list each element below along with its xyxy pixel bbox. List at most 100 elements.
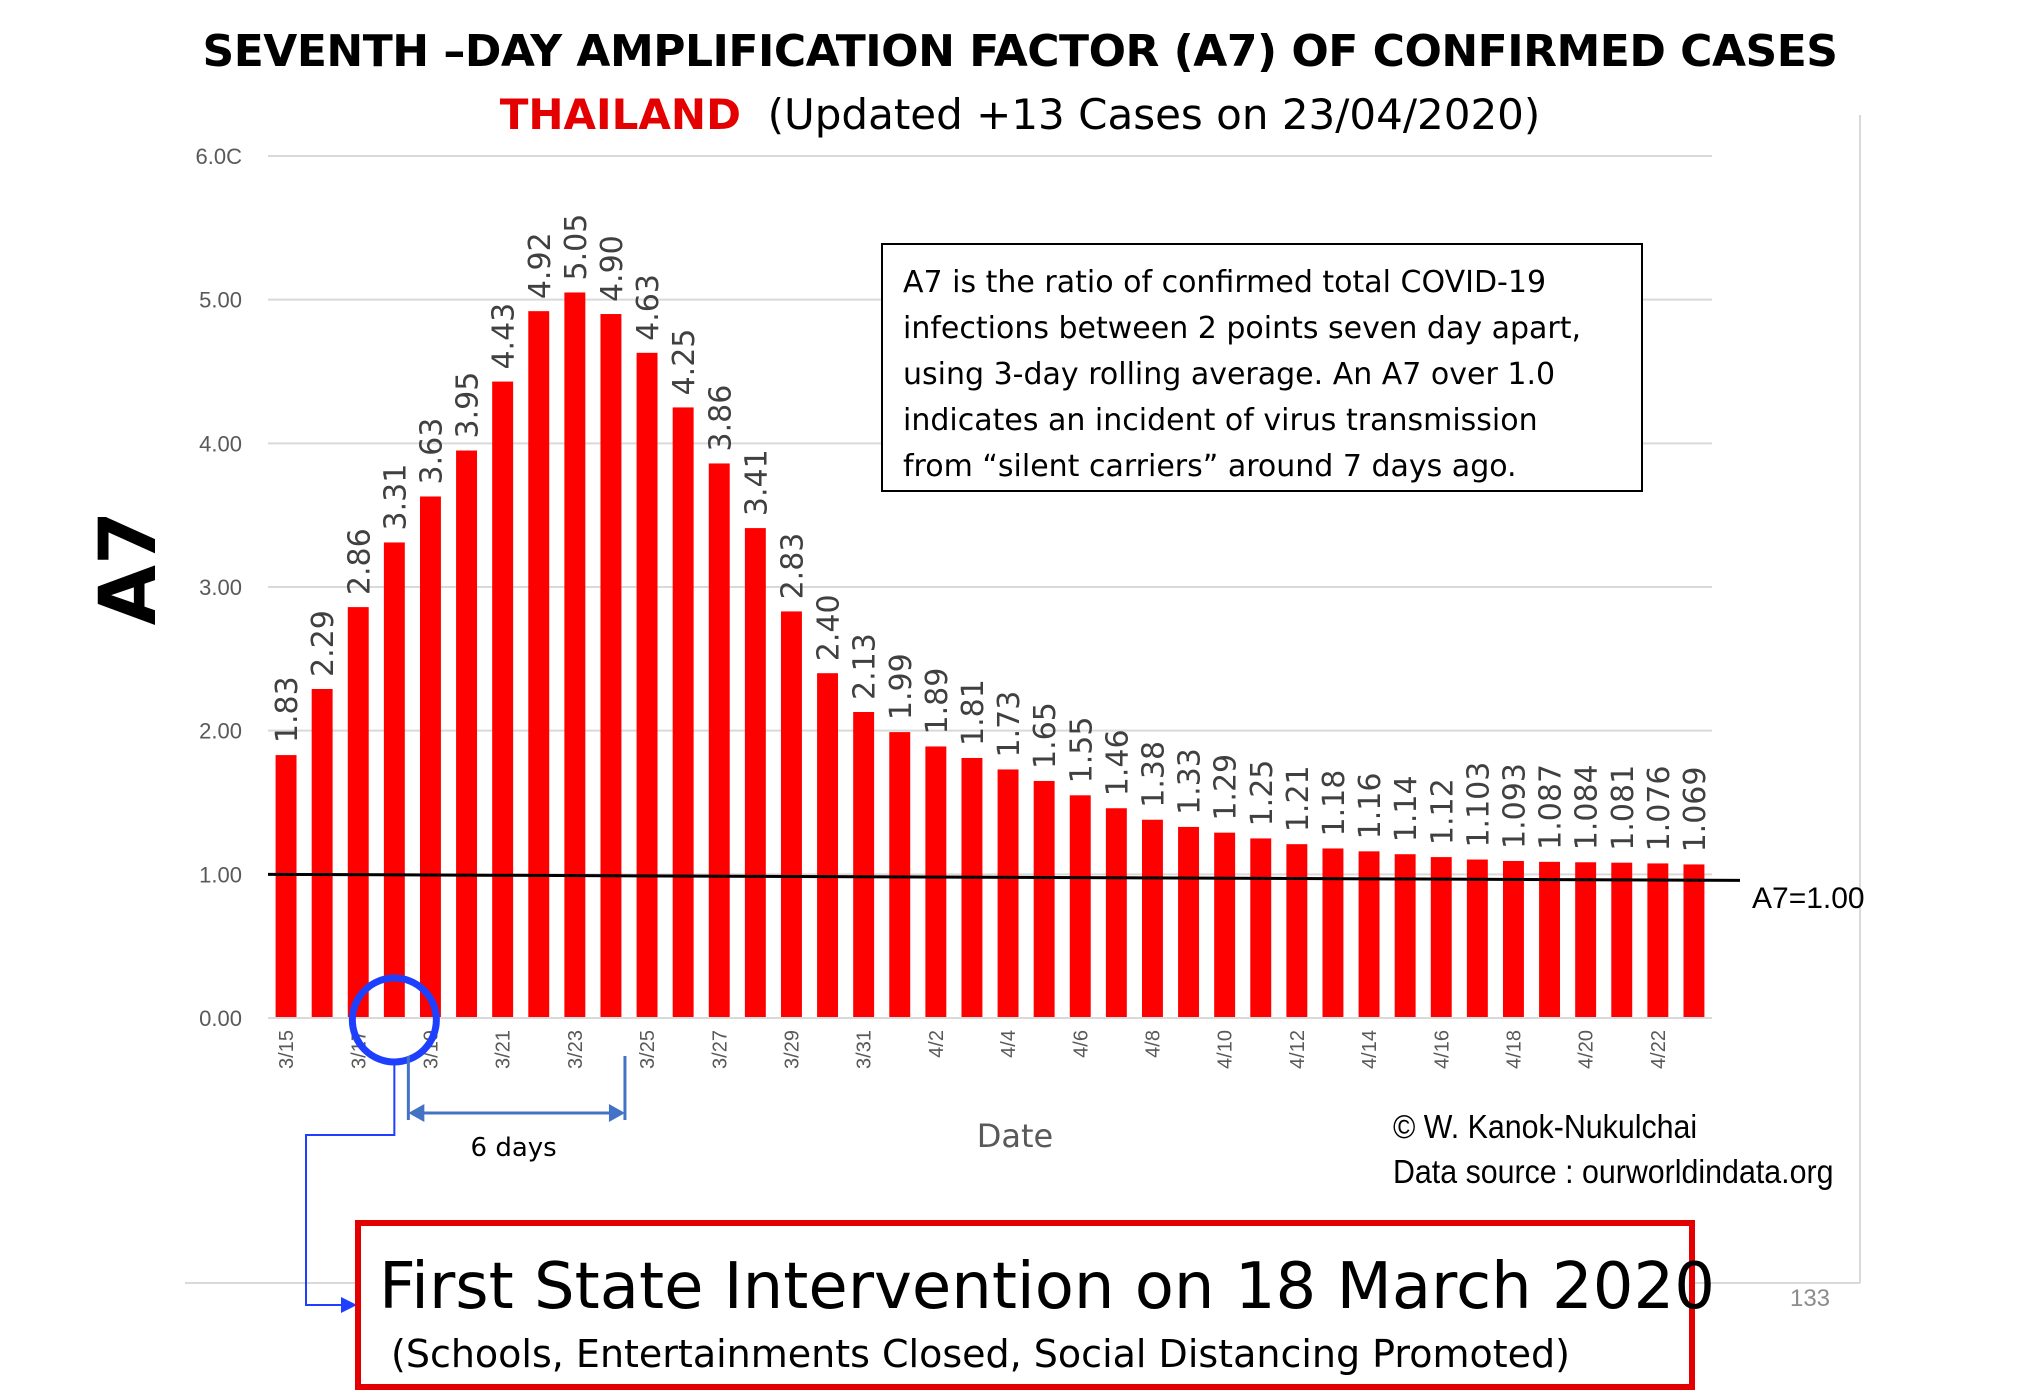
bar-4/8 bbox=[1141, 819, 1163, 1018]
x-tick-label: 3/31 bbox=[854, 1030, 876, 1069]
bar-value-label: 1.25 bbox=[1245, 760, 1280, 827]
x-tick-label: 3/25 bbox=[637, 1030, 659, 1069]
bar-3/22 bbox=[528, 311, 550, 1018]
bar-value-label: 3.41 bbox=[739, 449, 774, 516]
bar-4/13 bbox=[1322, 848, 1344, 1018]
bar-4/9 bbox=[1178, 826, 1200, 1018]
bar-4/19 bbox=[1539, 861, 1561, 1018]
bar-value-label: 1.103 bbox=[1461, 762, 1496, 848]
bar-value-label: 2.13 bbox=[848, 633, 883, 700]
bar-value-label: 3.86 bbox=[703, 385, 738, 452]
bar-4/2 bbox=[925, 746, 947, 1018]
x-axis-title: Date bbox=[977, 1117, 1053, 1155]
bar-4/20 bbox=[1575, 862, 1597, 1018]
intervention-title: First State Intervention on 18 March 202… bbox=[379, 1250, 1715, 1324]
bar-value-label: 1.076 bbox=[1642, 766, 1677, 852]
y-tick-label: 3.00 bbox=[199, 575, 242, 600]
bar-value-label: 1.33 bbox=[1173, 748, 1208, 815]
days-arrowhead-right bbox=[608, 1104, 625, 1122]
bar-3/16 bbox=[311, 689, 333, 1018]
bar-value-label: 1.83 bbox=[270, 676, 305, 743]
bar-value-label: 3.63 bbox=[414, 418, 449, 485]
bar-value-label: 1.069 bbox=[1678, 767, 1713, 853]
definition-line: from “silent carriers” around 7 days ago… bbox=[903, 449, 1517, 484]
x-tick-label: 4/14 bbox=[1359, 1030, 1381, 1069]
x-tick-label: 4/12 bbox=[1287, 1030, 1309, 1069]
y-axis: 0.00 1.00 2.00 3.00 4.00 5.00 6.0C A7 bbox=[84, 144, 242, 1031]
bars bbox=[275, 292, 1705, 1019]
bar-value-label: 2.40 bbox=[812, 594, 847, 661]
intervention-box: First State Intervention on 18 March 202… bbox=[355, 1220, 1715, 1390]
annotations: A7=1.00 6 days 133 bbox=[267, 872, 1865, 1313]
bar-value-label: 1.99 bbox=[884, 653, 919, 720]
bar-value-label: 4.92 bbox=[523, 232, 558, 299]
bar-4/11 bbox=[1250, 838, 1272, 1018]
bar-4/18 bbox=[1502, 860, 1524, 1018]
bar-value-label: 1.55 bbox=[1064, 717, 1099, 784]
bar-value-label: 1.73 bbox=[992, 691, 1027, 758]
bar-value-label: 1.081 bbox=[1606, 765, 1641, 851]
x-tick-label: 3/23 bbox=[565, 1030, 587, 1069]
bar-value-label: 2.86 bbox=[342, 528, 377, 595]
bar-3/27 bbox=[708, 463, 730, 1018]
y-tick-label: 6.0C bbox=[196, 144, 243, 169]
x-tick-label: 4/22 bbox=[1648, 1030, 1670, 1069]
x-tick-label: 3/27 bbox=[709, 1030, 731, 1069]
x-tick-label: 4/16 bbox=[1431, 1030, 1453, 1069]
bar-4/14 bbox=[1358, 851, 1380, 1018]
y-tick-label: 5.00 bbox=[199, 288, 242, 313]
bar-3/18 bbox=[383, 542, 405, 1018]
bar-4/5 bbox=[1033, 780, 1055, 1018]
bar-value-label: 4.43 bbox=[487, 303, 522, 370]
bar-value-label: 1.093 bbox=[1497, 763, 1532, 849]
bar-4/16 bbox=[1430, 857, 1452, 1018]
reference-line bbox=[267, 872, 1741, 882]
y-axis-title: A7 bbox=[84, 511, 174, 626]
data-source: Data source : ourworldindata.org bbox=[1393, 1153, 1834, 1190]
bar-4/15 bbox=[1394, 854, 1416, 1018]
definition-line: A7 is the ratio of confirmed total COVID… bbox=[903, 265, 1547, 300]
bar-3/25 bbox=[636, 352, 658, 1018]
y-tick-label: 4.00 bbox=[199, 431, 242, 456]
bar-3/15 bbox=[275, 755, 297, 1018]
bar-value-label: 1.14 bbox=[1389, 775, 1424, 842]
bar-4/10 bbox=[1214, 832, 1236, 1018]
bar-value-label: 4.63 bbox=[631, 274, 666, 341]
bar-value-label: 4.90 bbox=[595, 235, 630, 302]
bar-3/30 bbox=[817, 673, 839, 1018]
bar-4/17 bbox=[1466, 859, 1488, 1018]
page-number: 133 bbox=[1790, 1285, 1830, 1312]
bar-value-label: 1.16 bbox=[1353, 773, 1388, 840]
x-tick-label: 4/20 bbox=[1576, 1030, 1598, 1069]
bar-3/17 bbox=[347, 607, 369, 1018]
y-tick-label: 1.00 bbox=[199, 862, 242, 887]
x-tick-label: 4/6 bbox=[1070, 1030, 1092, 1058]
x-tick-label: 3/21 bbox=[493, 1030, 515, 1069]
x-tick-label: 4/2 bbox=[926, 1030, 948, 1058]
bar-4/1 bbox=[889, 732, 911, 1018]
bar-4/6 bbox=[1069, 795, 1091, 1018]
bar-4/21 bbox=[1611, 862, 1633, 1018]
bar-value-label: 2.29 bbox=[306, 610, 341, 677]
x-tick-label: 3/15 bbox=[276, 1030, 298, 1069]
bar-4/3 bbox=[961, 757, 983, 1018]
bar-3/23 bbox=[564, 292, 586, 1018]
x-tick-label: 4/18 bbox=[1503, 1030, 1525, 1069]
connector-line bbox=[305, 1062, 396, 1306]
x-tick-label: 4/8 bbox=[1142, 1030, 1164, 1058]
x-tick-label: 3/19 bbox=[420, 1030, 442, 1069]
days-label: 6 days bbox=[471, 1133, 557, 1163]
bar-value-label: 1.12 bbox=[1425, 778, 1460, 845]
bar-3/24 bbox=[600, 314, 622, 1018]
bar-3/31 bbox=[853, 711, 875, 1018]
bar-value-label: 2.83 bbox=[775, 533, 810, 600]
connector-arrowhead bbox=[341, 1297, 357, 1313]
bar-value-label: 3.95 bbox=[451, 372, 486, 439]
y-tick-label: 2.00 bbox=[199, 719, 242, 744]
y-tick-label: 0.00 bbox=[199, 1006, 242, 1031]
chart-title: SEVENTH –DAY AMPLIFICATION FACTOR (A7) O… bbox=[202, 26, 1838, 77]
bar-4/4 bbox=[997, 769, 1019, 1018]
definition-line: indicates an incident of virus transmiss… bbox=[903, 403, 1538, 438]
x-tick-label: 4/10 bbox=[1215, 1030, 1237, 1069]
